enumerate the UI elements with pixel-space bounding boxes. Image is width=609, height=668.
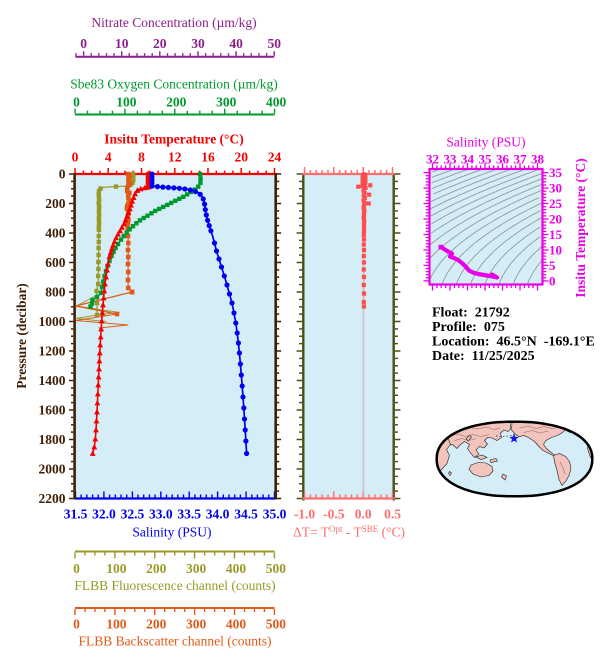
svg-text:2200: 2200 [39,491,66,506]
svg-text:0: 0 [549,273,556,288]
svg-text:24: 24 [268,149,282,164]
svg-text:FLBB Backscatter channel (coun: FLBB Backscatter channel (counts) [78,633,271,648]
svg-text:0: 0 [59,167,66,182]
svg-text:300: 300 [216,94,237,109]
svg-text:600: 600 [45,255,66,270]
svg-text:1200: 1200 [39,344,66,359]
svg-text:35: 35 [549,165,563,180]
svg-text:32.5: 32.5 [121,506,145,521]
svg-text:0: 0 [73,561,80,576]
svg-text:400: 400 [266,94,287,109]
svg-text:40: 40 [229,36,243,51]
svg-text:Pressure (decibar): Pressure (decibar) [14,283,29,389]
svg-text:FLBB Fluorescence channel (cou: FLBB Fluorescence channel (counts) [74,578,275,593]
svg-text:Salinity (PSU): Salinity (PSU) [132,525,211,540]
svg-text:Profile: 075: Profile: 075 [432,320,505,335]
svg-text:38: 38 [531,151,545,166]
svg-text:200: 200 [146,561,167,576]
svg-text:Sbe83 Oxygen Concentration (µm: Sbe83 Oxygen Concentration (µm/kg) [70,76,278,91]
svg-text:100: 100 [116,94,137,109]
svg-text:34.0: 34.0 [206,506,230,521]
svg-text:Salinity (PSU): Salinity (PSU) [446,135,525,150]
svg-text:200: 200 [45,196,66,211]
svg-text:ΔT= TOpt - TSBE (°C): ΔT= TOpt - TSBE (°C) [293,524,405,540]
svg-text:400: 400 [226,561,247,576]
svg-text:0: 0 [73,94,80,109]
svg-text:35.0: 35.0 [263,506,287,521]
svg-text:16: 16 [201,149,215,164]
svg-text:20: 20 [234,149,248,164]
svg-text:300: 300 [186,561,207,576]
svg-text:1600: 1600 [39,403,66,418]
svg-text:30: 30 [549,181,562,196]
svg-text:10: 10 [549,243,562,258]
svg-text:100: 100 [106,617,127,632]
svg-text:36: 36 [496,151,510,166]
svg-text:33.0: 33.0 [149,506,173,521]
svg-text:800: 800 [45,285,66,300]
svg-text:34: 34 [461,151,475,166]
svg-text:Date: 11/25/2025: Date: 11/25/2025 [432,349,535,364]
svg-text:33: 33 [444,151,458,166]
svg-text:Float: 21792: Float: 21792 [432,306,510,321]
svg-text:12: 12 [168,149,182,164]
svg-text:500: 500 [266,617,287,632]
svg-text:10: 10 [115,36,129,51]
svg-text:37: 37 [514,151,528,166]
svg-text:0: 0 [72,149,79,164]
svg-text:35: 35 [479,151,493,166]
svg-text:200: 200 [146,617,167,632]
svg-text:20: 20 [153,36,167,51]
svg-text:33.5: 33.5 [177,506,201,521]
svg-text:32.0: 32.0 [92,506,116,521]
svg-text:34.5: 34.5 [234,506,258,521]
svg-text:0.0: 0.0 [355,506,372,521]
svg-text:200: 200 [166,94,187,109]
svg-text:0.5: 0.5 [384,506,401,521]
svg-text:1800: 1800 [39,432,66,447]
svg-text:50: 50 [267,36,281,51]
svg-text:4: 4 [105,149,112,164]
svg-text:25: 25 [549,196,563,211]
svg-text:32: 32 [426,151,439,166]
svg-text:2000: 2000 [39,462,66,477]
svg-text:400: 400 [226,617,247,632]
svg-text:100: 100 [106,561,127,576]
svg-text:Insitu Temperature (°C): Insitu Temperature (°C) [573,158,588,297]
svg-text:Nitrate Concentration (µm/kg): Nitrate Concentration (µm/kg) [91,15,256,30]
svg-text:300: 300 [186,617,207,632]
svg-text:5: 5 [549,258,556,273]
svg-text:1400: 1400 [39,373,66,388]
svg-text:0: 0 [73,617,80,632]
svg-text:1000: 1000 [39,314,66,329]
svg-text:20: 20 [549,212,562,227]
svg-text:-1.0: -1.0 [294,506,316,521]
svg-text:400: 400 [45,226,66,241]
svg-text:-0.5: -0.5 [323,506,345,521]
svg-text:Location: 46.5°N -169.1°E: Location: 46.5°N -169.1°E [432,335,595,350]
svg-text:0: 0 [80,36,87,51]
svg-text:Insitu Temperature (°C): Insitu Temperature (°C) [104,132,243,147]
svg-text:500: 500 [266,561,287,576]
svg-text:15: 15 [549,227,563,242]
svg-text:30: 30 [191,36,205,51]
svg-text:31.5: 31.5 [64,506,88,521]
svg-text:8: 8 [138,149,145,164]
